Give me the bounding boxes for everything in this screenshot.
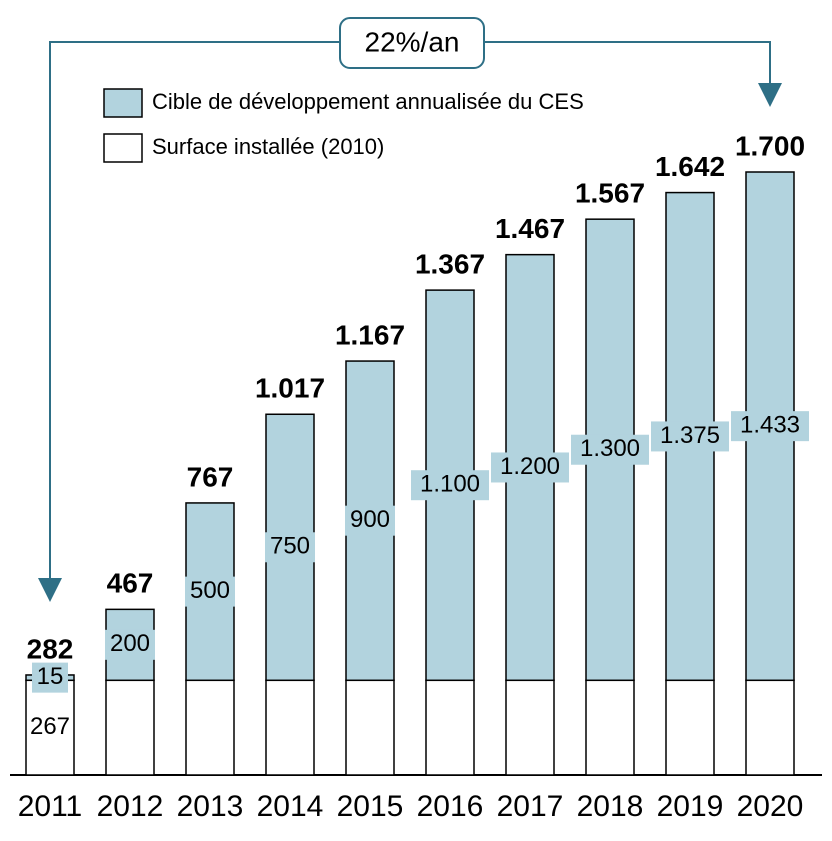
x-tick-label: 2012 bbox=[97, 790, 164, 823]
x-tick-label: 2018 bbox=[577, 790, 644, 823]
x-tick-label: 2013 bbox=[177, 790, 244, 823]
legend-label: Surface installée (2010) bbox=[152, 134, 384, 159]
arrow-head bbox=[758, 83, 782, 107]
bar-segment bbox=[105, 679, 155, 776]
bar-segment bbox=[185, 679, 235, 776]
total-label: 1.017 bbox=[255, 373, 325, 404]
label-bg bbox=[32, 662, 68, 693]
legend-swatch bbox=[103, 88, 143, 118]
segment-label: 500 bbox=[190, 577, 230, 604]
growth-arrow-line bbox=[49, 41, 771, 600]
bar-segment bbox=[585, 679, 635, 776]
x-tick-label: 2011 bbox=[18, 790, 83, 823]
total-label: 1.467 bbox=[495, 213, 565, 244]
total-label: 282 bbox=[27, 633, 74, 664]
x-tick-label: 2016 bbox=[417, 790, 484, 823]
bar-segment bbox=[265, 679, 315, 776]
label-bg bbox=[571, 434, 649, 465]
total-label: 1.700 bbox=[735, 130, 805, 161]
segment-label: 1.300 bbox=[580, 435, 640, 462]
x-tick-label: 2014 bbox=[257, 790, 324, 823]
segment-label: 1.375 bbox=[660, 422, 720, 449]
segment-label: 200 bbox=[110, 630, 150, 657]
x-tick-label: 2017 bbox=[497, 790, 564, 823]
bar-segment bbox=[345, 679, 395, 776]
total-label: 1.167 bbox=[335, 319, 405, 350]
segment-label: 15 bbox=[37, 663, 64, 690]
total-label: 1.367 bbox=[415, 249, 485, 280]
label-bg bbox=[491, 452, 569, 483]
segment-label: 750 bbox=[270, 533, 310, 560]
arrow-head bbox=[38, 578, 62, 602]
x-tick-label: 2020 bbox=[737, 790, 804, 823]
total-label: 467 bbox=[107, 568, 154, 599]
annotation-box bbox=[339, 17, 485, 69]
bar-segment bbox=[425, 679, 475, 776]
segment-label: 267 bbox=[30, 713, 70, 740]
bar-segment bbox=[25, 679, 75, 776]
label-bg bbox=[105, 629, 155, 660]
segment-label: 900 bbox=[350, 506, 390, 533]
label-bg bbox=[411, 470, 489, 501]
segment-label: 1.100 bbox=[420, 471, 480, 498]
x-tick-label: 2019 bbox=[657, 790, 724, 823]
bar-segment bbox=[665, 679, 715, 776]
x-tick-label: 2015 bbox=[337, 790, 404, 823]
label-bg bbox=[265, 532, 315, 563]
label-bg bbox=[185, 576, 235, 607]
total-label: 767 bbox=[187, 461, 234, 492]
label-bg bbox=[731, 411, 809, 442]
segment-label: 1.200 bbox=[500, 453, 560, 480]
label-bg bbox=[345, 505, 395, 536]
annotation: 22%/an bbox=[365, 26, 460, 57]
total-label: 1.642 bbox=[655, 151, 725, 182]
legend-label: Cible de développement annualisée du CES bbox=[152, 89, 584, 114]
label-bg bbox=[651, 421, 729, 452]
legend-swatch bbox=[103, 133, 143, 163]
bar-segment bbox=[505, 679, 555, 776]
total-label: 1.567 bbox=[575, 178, 645, 209]
bar-segment bbox=[745, 679, 795, 776]
segment-label: 1.433 bbox=[740, 411, 800, 438]
